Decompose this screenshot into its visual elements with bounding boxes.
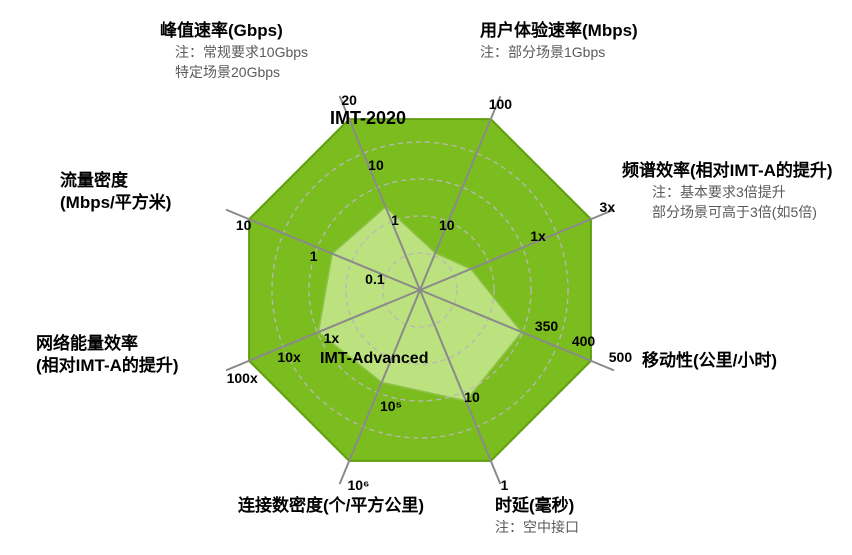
axis-tick: 10⁶	[347, 477, 369, 493]
axis-tick: 400	[572, 333, 595, 349]
axis-title: 峰值速率(Gbps)	[160, 20, 283, 42]
axis-title: 频谱效率(相对IMT-A的提升)	[622, 160, 833, 182]
axis-tick: 1	[501, 477, 509, 493]
axis-title: 用户体验速率(Mbps)	[480, 20, 638, 42]
axis-tick: 1x	[530, 228, 546, 244]
axis-tick: 10⁵	[380, 398, 402, 414]
axis-tick: 350	[535, 318, 558, 334]
axis-tick: 10	[464, 389, 480, 405]
axis-tick: 10	[236, 217, 252, 233]
axis-tick: 20	[341, 92, 357, 108]
axis-title: 流量密度 (Mbps/平方米)	[60, 170, 171, 214]
series-label-inner: IMT-Advanced	[320, 350, 428, 368]
radar-svg	[0, 0, 852, 555]
axis-tick: 10x	[277, 349, 300, 365]
axis-tick: 1x	[324, 330, 340, 346]
axis-note: 注：部分场景1Gbps	[480, 43, 605, 63]
axis-title: 连接数密度(个/平方公里)	[238, 495, 424, 517]
axis-tick: 10	[368, 157, 384, 173]
axis-title: 网络能量效率 (相对IMT-A的提升)	[36, 333, 179, 377]
radar-chart-container: { "chart": { "type": "radar", "center": …	[0, 0, 852, 555]
axis-tick: 1	[391, 212, 399, 228]
axis-note: 注：空中接口	[495, 518, 579, 538]
series-label-outer: IMT-2020	[330, 108, 406, 129]
axis-tick: 0.1	[365, 271, 384, 287]
axis-note: 注：常规要求10Gbps 特定场景20Gbps	[175, 43, 308, 82]
axis-title: 时延(毫秒)	[495, 495, 574, 517]
axis-tick: 500	[609, 349, 632, 365]
axis-tick: 100	[489, 96, 512, 112]
axis-tick: 3x	[600, 199, 616, 215]
axis-note: 注：基本要求3倍提升 部分场景可高于3倍(如5倍)	[652, 183, 817, 222]
axis-title: 移动性(公里/小时)	[642, 350, 777, 372]
axis-tick: 10	[439, 217, 455, 233]
axis-tick: 1	[310, 248, 318, 264]
axis-tick: 100x	[227, 370, 258, 386]
